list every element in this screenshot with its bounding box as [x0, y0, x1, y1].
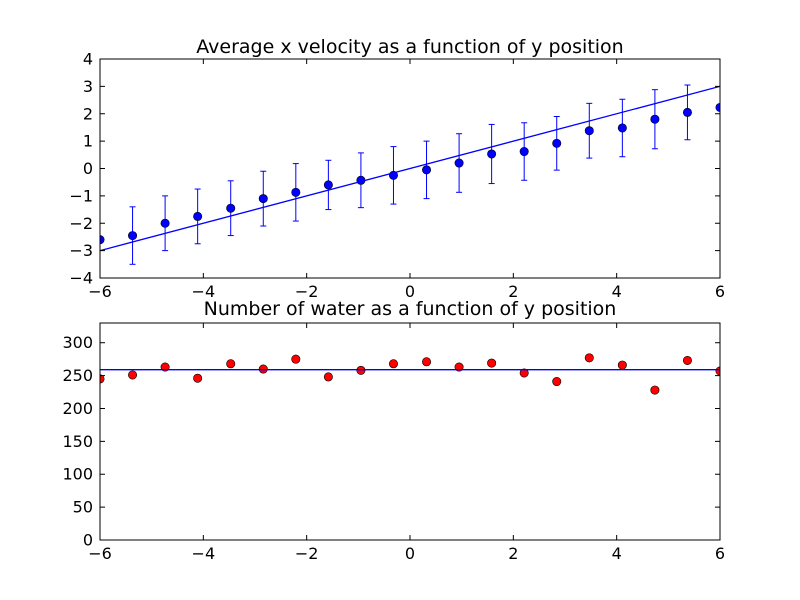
water-count-x-tick-label: 6	[715, 544, 725, 563]
water-count-y-tick-label: 250	[62, 366, 93, 385]
water-count-x-tick-label: 2	[508, 544, 518, 563]
velocity-y-tick-label: 2	[83, 104, 93, 123]
water-count-data-point	[226, 359, 236, 369]
velocity-data-point	[487, 149, 497, 159]
velocity-plot-area	[100, 84, 720, 265]
velocity-y-tick-label: −2	[69, 214, 93, 233]
water-count-y-tick-label: 100	[62, 465, 93, 484]
velocity-y-tick-label: −4	[69, 269, 93, 288]
water-count-chart: −6 −4 −2 0 2 4 6 0 50 100 150 200 250 300 Number of wa…	[62, 298, 725, 563]
velocity-x-tick-label: 6	[715, 282, 725, 301]
water-count-x-tick-label: 0	[405, 544, 415, 563]
water-count-data-point	[388, 359, 398, 369]
water-count-data-point	[552, 377, 562, 387]
water-count-data-point	[584, 353, 594, 363]
velocity-data-point	[552, 138, 562, 148]
water-count-x-tick-label: −6	[88, 544, 112, 563]
velocity-data-point	[291, 187, 301, 197]
velocity-y-tick-label: −3	[69, 241, 93, 260]
velocity-data-point	[650, 114, 660, 124]
water-count-data-point	[128, 370, 138, 380]
velocity-x-tick-label: 4	[612, 282, 622, 301]
velocity-x-tick-label: −4	[192, 282, 216, 301]
velocity-x-tick-label: 0	[405, 282, 415, 301]
water-count-x-tick-label: −4	[192, 544, 216, 563]
velocity-data-point	[323, 180, 333, 190]
velocity-y-tick-label: 1	[83, 132, 93, 151]
water-count-data-point	[487, 358, 497, 368]
velocity-data-point	[160, 218, 170, 228]
velocity-data-point	[519, 147, 529, 157]
water-count-y-tick-label: 300	[62, 333, 93, 352]
velocity-data-point	[584, 126, 594, 136]
water-count-data-point	[323, 372, 333, 382]
water-count-data-point	[650, 385, 660, 395]
water-count-x-tick-label: −2	[295, 544, 319, 563]
velocity-x-tick-label: −2	[295, 282, 319, 301]
water-count-data-point	[422, 357, 432, 367]
water-count-x-tick-label: 4	[612, 544, 622, 563]
water-count-y-tick-label: 0	[83, 531, 93, 550]
water-count-data-point	[258, 364, 268, 374]
velocity-chart-title: Average x velocity as a function of y po…	[196, 36, 623, 58]
velocity-data-point	[226, 203, 236, 213]
water-count-y-tick-label: 150	[62, 432, 93, 451]
velocity-y-tick-label: −1	[69, 186, 93, 205]
velocity-fit-line	[100, 85, 720, 252]
water-count-data-point	[356, 365, 366, 375]
water-count-data-point	[617, 360, 627, 370]
velocity-x-tick-label: 2	[508, 282, 518, 301]
velocity-data-point	[193, 211, 203, 221]
velocity-y-tick-label: 3	[83, 77, 93, 96]
water-count-plot-area	[100, 353, 720, 395]
water-count-data-point	[291, 354, 301, 364]
velocity-data-point	[682, 107, 692, 117]
water-count-data-point	[682, 355, 692, 365]
water-count-data-point	[193, 373, 203, 383]
velocity-y-tick-label: 0	[83, 159, 93, 178]
velocity-data-point	[617, 123, 627, 133]
velocity-data-point	[258, 194, 268, 204]
water-count-chart-title: Number of water as a function of y posit…	[204, 298, 617, 320]
velocity-x-tick-label: −6	[88, 282, 112, 301]
water-count-y-tick-label: 200	[62, 399, 93, 418]
water-count-data-point	[519, 368, 529, 378]
velocity-data-point	[422, 165, 432, 175]
velocity-y-tick-label: 4	[83, 50, 93, 69]
water-count-y-tick-label: 50	[73, 498, 93, 517]
velocity-data-point	[454, 158, 464, 168]
velocity-data-point	[128, 231, 138, 241]
